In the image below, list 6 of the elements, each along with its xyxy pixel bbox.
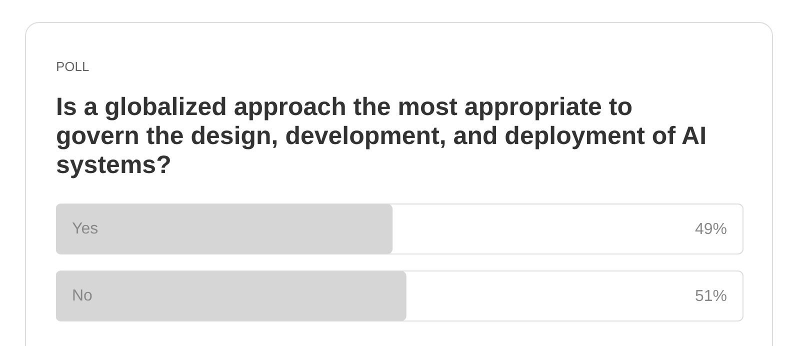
y-tick-label: No — [72, 288, 93, 304]
chart-title: Is a globalized approach the most appropriate to govern the design, development, and deployment of AI systems? — [56, 93, 708, 180]
text: POLL — [56, 59, 90, 74]
data-label: 51% — [694, 288, 727, 305]
data-label: 49% — [694, 221, 727, 238]
y-tick-label: Yes — [72, 220, 98, 238]
